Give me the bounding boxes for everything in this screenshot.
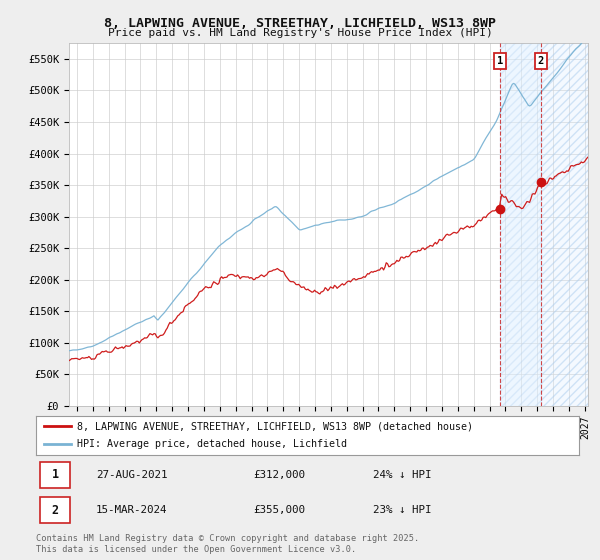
Text: 8, LAPWING AVENUE, STREETHAY, LICHFIELD, WS13 8WP: 8, LAPWING AVENUE, STREETHAY, LICHFIELD,… bbox=[104, 17, 496, 30]
Text: £312,000: £312,000 bbox=[253, 470, 305, 480]
FancyBboxPatch shape bbox=[40, 462, 70, 488]
Text: 2: 2 bbox=[52, 503, 59, 517]
Text: HPI: Average price, detached house, Lichfield: HPI: Average price, detached house, Lich… bbox=[77, 439, 347, 449]
Bar bbox=[500, 43, 541, 406]
Text: 1: 1 bbox=[497, 56, 503, 66]
Text: Price paid vs. HM Land Registry's House Price Index (HPI): Price paid vs. HM Land Registry's House … bbox=[107, 28, 493, 38]
FancyBboxPatch shape bbox=[40, 497, 70, 523]
Bar bbox=[541, 43, 588, 406]
Text: 1: 1 bbox=[52, 468, 59, 482]
Text: 8, LAPWING AVENUE, STREETHAY, LICHFIELD, WS13 8WP (detached house): 8, LAPWING AVENUE, STREETHAY, LICHFIELD,… bbox=[77, 421, 473, 431]
Text: Contains HM Land Registry data © Crown copyright and database right 2025.
This d: Contains HM Land Registry data © Crown c… bbox=[36, 534, 419, 554]
Text: 2: 2 bbox=[538, 56, 544, 66]
Text: 27-AUG-2021: 27-AUG-2021 bbox=[96, 470, 167, 480]
Text: 23% ↓ HPI: 23% ↓ HPI bbox=[373, 505, 431, 515]
Text: 15-MAR-2024: 15-MAR-2024 bbox=[96, 505, 167, 515]
Bar bbox=[500, 43, 541, 406]
Text: 24% ↓ HPI: 24% ↓ HPI bbox=[373, 470, 431, 480]
Bar bbox=[541, 43, 588, 406]
Text: £355,000: £355,000 bbox=[253, 505, 305, 515]
